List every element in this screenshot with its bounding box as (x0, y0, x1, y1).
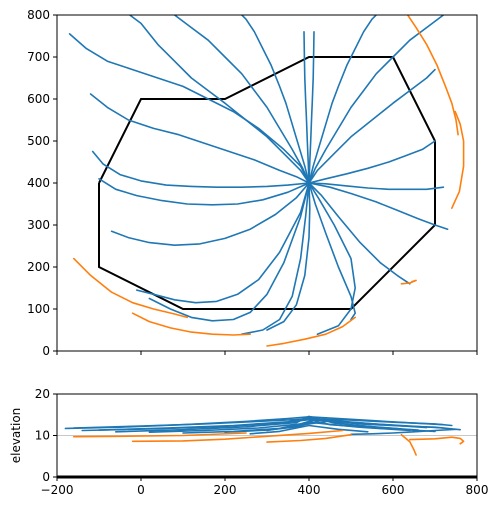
stream-line-0 (128, 15, 310, 184)
stream-line-10 (91, 150, 310, 188)
stream-line-1 (73, 418, 453, 429)
stream-line-19 (308, 182, 411, 285)
outside-path-11 (73, 432, 247, 438)
stream-line-12 (110, 182, 310, 246)
bottom-plot-area (57, 415, 477, 479)
outside-path-12 (131, 429, 344, 443)
x-tick-label: 800 (466, 483, 489, 497)
stream-line-5 (308, 15, 378, 184)
y-tick-label: 300 (27, 218, 50, 232)
y-tick-label: 10 (35, 429, 50, 443)
outside-path-15 (408, 436, 465, 445)
y-axis-label-elevation: elevation (9, 408, 23, 464)
stream-line-13 (136, 182, 310, 304)
stream-line-4 (308, 30, 315, 184)
y-tick-label: 500 (27, 134, 50, 148)
stream-line-11 (98, 178, 310, 206)
x-tick-label: 600 (382, 483, 405, 497)
outside-path-25 (266, 316, 357, 347)
x-tick-label: 0 (137, 483, 145, 497)
outside-path-13 (266, 433, 352, 443)
x-tick-label: 400 (298, 483, 321, 497)
stream-line-10 (249, 424, 369, 435)
stream-line-9 (89, 93, 310, 184)
stream-line-8 (68, 33, 310, 184)
x-tick-label: 200 (214, 483, 237, 497)
y-tick-label: 800 (27, 8, 50, 22)
stream-line-21 (308, 182, 445, 191)
top-axis-ticks: 0 100 200 300 400 500 600 700 800 (27, 8, 478, 358)
stream-line-8 (266, 420, 462, 432)
stream-line-16 (266, 182, 311, 331)
outside-path-28 (406, 15, 459, 136)
y-tick-label: 0 (42, 344, 50, 358)
stream-line-17 (308, 182, 357, 321)
stream-line-18 (308, 182, 357, 336)
stream-line-7 (308, 68, 436, 184)
y-tick-label: 0 (42, 470, 50, 484)
stream-line-2 (240, 15, 310, 184)
stream-line-15 (241, 182, 310, 336)
outside-path-27 (450, 110, 465, 209)
y-tick-label: 700 (27, 50, 50, 64)
x-tick-label: −200 (41, 483, 74, 497)
y-tick-label: 200 (27, 260, 50, 274)
outside-path-14 (400, 433, 417, 456)
stream-line-20 (308, 182, 449, 230)
stream-line-1 (173, 15, 310, 184)
stream-line-3 (303, 30, 310, 184)
outside-path-24 (131, 312, 251, 336)
y-tick-label: 20 (35, 387, 50, 401)
stream-line-14 (148, 182, 310, 322)
top-axes: 0 100 200 300 400 500 600 700 800 (27, 8, 478, 358)
stream-line-6 (308, 15, 445, 184)
outside-path-26 (400, 279, 417, 285)
top-plot-area (68, 15, 465, 347)
stream-line-9 (350, 428, 457, 436)
y-tick-label: 100 (27, 302, 50, 316)
stream-line-22 (308, 140, 436, 184)
y-tick-label: 600 (27, 92, 50, 106)
outside-path-23 (73, 257, 188, 319)
y-tick-label: 400 (27, 176, 50, 190)
